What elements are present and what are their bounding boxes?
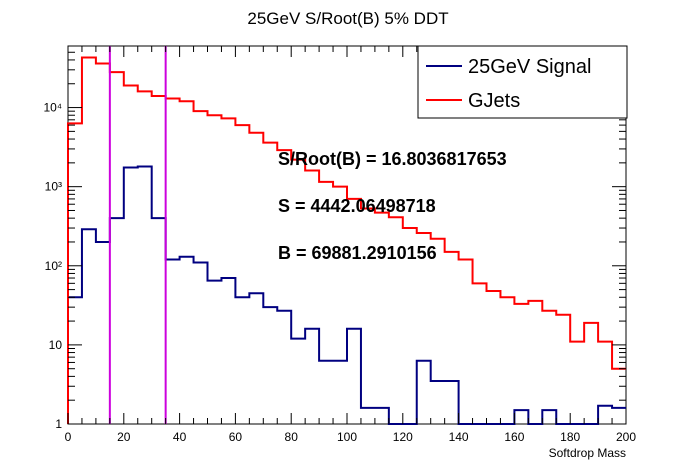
y-tick-label: 1	[55, 417, 62, 431]
x-tick-label: 200	[616, 430, 636, 444]
annotation-s: S = 4442.06498718	[278, 196, 436, 216]
legend-label-signal: 25GeV Signal	[468, 56, 591, 78]
series-signal-line	[67, 165, 626, 425]
y-tick-label: 10⁴	[43, 101, 62, 115]
legend-label-gjets: GJets	[468, 90, 520, 112]
legend: 25GeV Signal GJets	[417, 45, 628, 119]
y-tick-label: 10	[49, 338, 63, 352]
annotations: S/Root(B) = 16.8036817653 S = 4442.06498…	[278, 149, 507, 263]
x-tick-label: 80	[285, 430, 299, 444]
histogram-series	[67, 56, 626, 425]
x-tick-label: 140	[449, 430, 469, 444]
x-tick-label: 160	[504, 430, 524, 444]
chart-title: 25GeV S/Root(B) 5% DDT	[247, 9, 448, 28]
x-tick-label: 0	[65, 430, 72, 444]
x-tick-label: 120	[393, 430, 413, 444]
annotation-b: B = 69881.2910156	[278, 243, 437, 263]
x-axis-label: Softdrop Mass	[549, 446, 626, 460]
x-tick-label: 180	[560, 430, 580, 444]
x-tick-label: 60	[229, 430, 243, 444]
legend-box	[417, 45, 628, 119]
annotation-sroot-b: S/Root(B) = 16.8036817653	[278, 149, 507, 169]
reference-lines	[108, 46, 167, 424]
x-tick-label: 100	[337, 430, 357, 444]
x-tick-label: 20	[117, 430, 131, 444]
series-gjets-line	[67, 56, 626, 424]
y-tick-label: 10³	[45, 180, 62, 194]
x-tick-label: 40	[173, 430, 187, 444]
y-tick-label: 10²	[45, 259, 62, 273]
